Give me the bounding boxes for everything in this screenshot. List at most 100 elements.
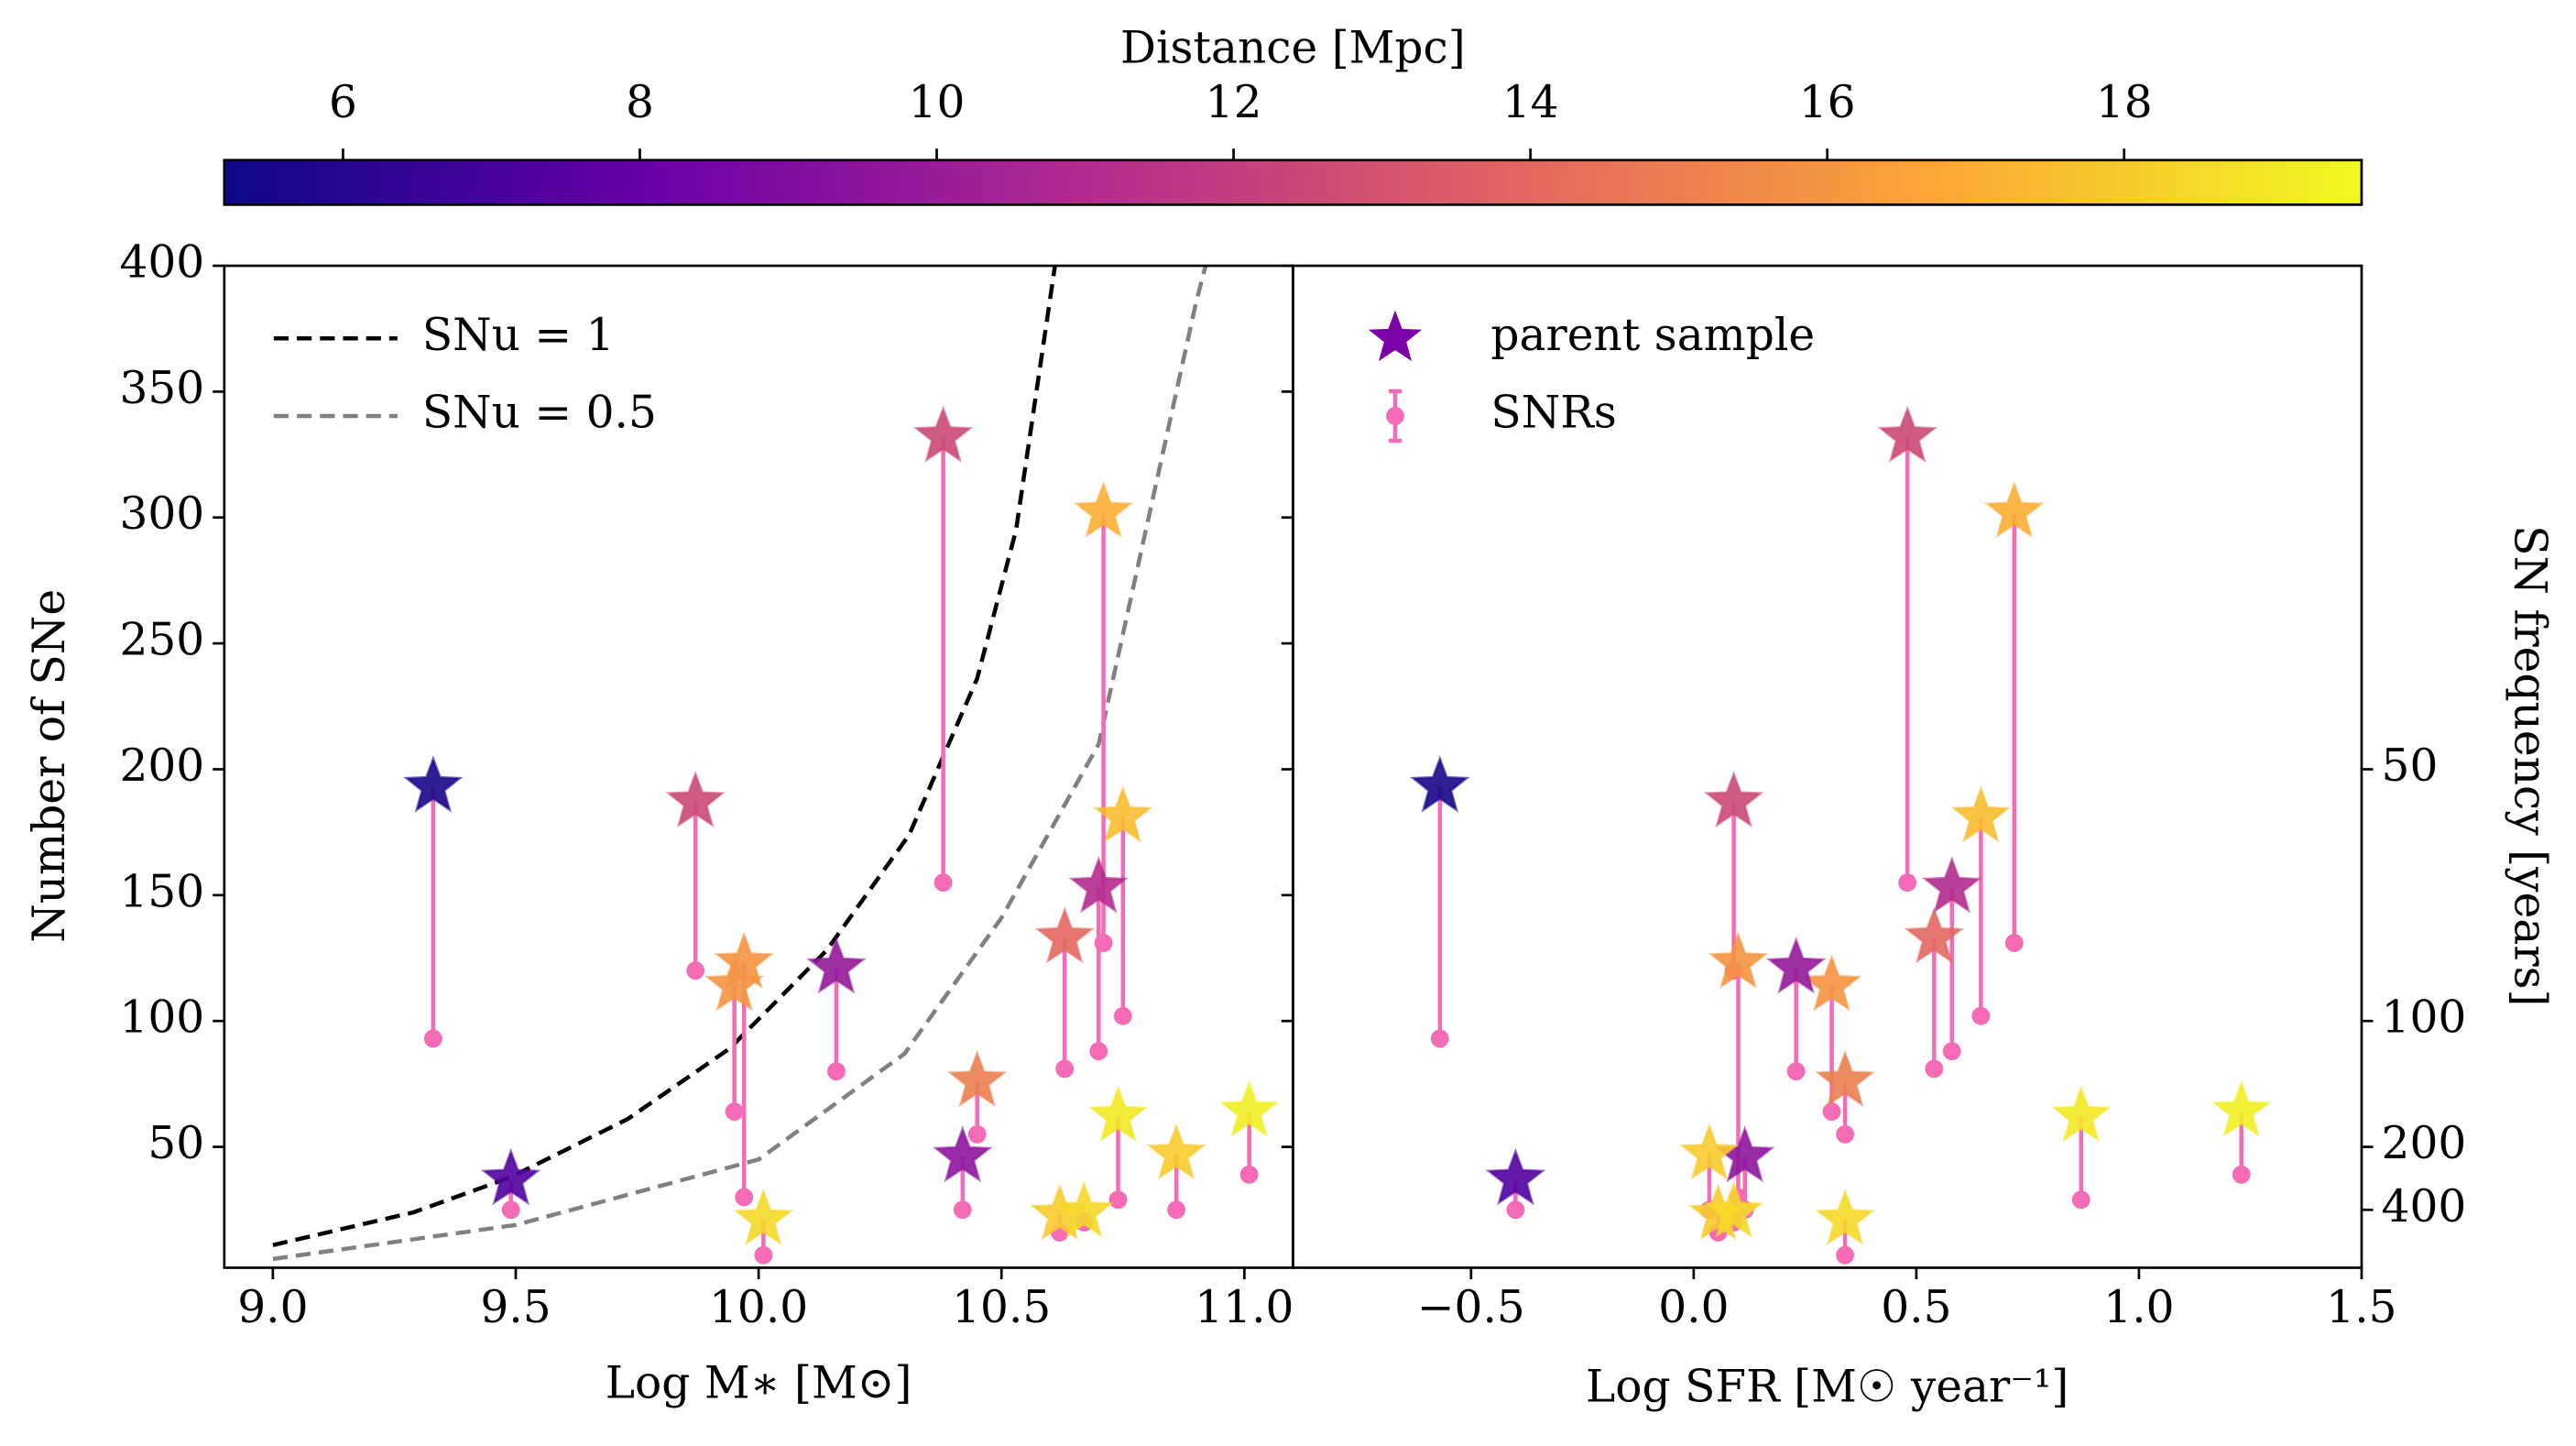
y2-tick-label: 100 [2382, 992, 2467, 1044]
x-axis-label: Log SFR [M☉ year⁻¹] [1586, 1361, 2068, 1412]
snr-point [827, 1062, 846, 1081]
snr-point [1822, 1102, 1841, 1122]
galaxy-star [1904, 906, 1965, 964]
legend-swatch [1386, 407, 1404, 425]
model-line [272, 266, 1057, 1247]
snr-point [1108, 1190, 1128, 1210]
colorbar [223, 159, 2363, 206]
snr-point [2071, 1190, 2090, 1210]
galaxy-star [665, 770, 726, 828]
galaxy-star [1984, 480, 2045, 539]
snr-point [1971, 1006, 1991, 1025]
galaxy-star [1092, 785, 1153, 843]
galaxy-star [932, 1125, 993, 1183]
snr-point [754, 1245, 773, 1265]
x-tick-label: −0.5 [1417, 1282, 1525, 1333]
x-axis-label: Log M∗ [M⊙] [606, 1358, 912, 1409]
galaxy-star [1679, 1123, 1740, 1180]
galaxy-star [1815, 1049, 1875, 1108]
y2-tick-label: 50 [2382, 740, 2439, 792]
colorbar-label: Distance [Mpc] [1120, 22, 1466, 73]
galaxy-star [2210, 1079, 2272, 1138]
colorbar-tick-label: 18 [2096, 77, 2153, 128]
colorbar-tick-label: 14 [1502, 77, 1559, 128]
x-tick-label: 0.0 [1658, 1282, 1729, 1333]
y-tick-label: 150 [119, 866, 204, 917]
galaxy-star [1877, 405, 1938, 463]
snr-point [1506, 1200, 1525, 1220]
snr-point [967, 1124, 987, 1144]
snr-point [1898, 873, 1917, 893]
legend-label: SNu = 1 [422, 310, 615, 361]
snr-point [1430, 1029, 1449, 1048]
galaxy-star [1053, 1180, 1115, 1238]
x-tick-label: 10.0 [709, 1282, 808, 1333]
y-tick-label: 50 [147, 1118, 204, 1169]
snr-point [686, 961, 705, 980]
snr-point [2004, 934, 2024, 952]
snr-point [501, 1200, 520, 1220]
galaxy-star [1034, 906, 1095, 964]
galaxy-star [946, 1049, 1008, 1108]
legend-label: parent sample [1490, 310, 1815, 361]
y-tick-label: 300 [119, 488, 204, 540]
galaxy-star [1068, 856, 1129, 914]
galaxy-star [1409, 755, 1470, 813]
galaxy-star [1765, 937, 1827, 994]
snr-point [1786, 1062, 1806, 1081]
y-tick-label: 400 [119, 237, 204, 289]
colorbar-tick-label: 10 [909, 77, 966, 128]
galaxy-star [1703, 1180, 1764, 1238]
y2-tick-label: 400 [2382, 1181, 2467, 1232]
snr-point [1925, 1059, 1944, 1079]
y2-tick-label: 200 [2382, 1118, 2467, 1169]
colorbar-tick-label: 6 [329, 77, 357, 128]
snr-point [953, 1200, 972, 1220]
snr-point [1167, 1200, 1186, 1220]
x-tick-label: 10.5 [952, 1282, 1051, 1333]
snr-point [2232, 1165, 2251, 1184]
galaxy-star [714, 931, 774, 989]
y-tick-label: 250 [119, 615, 204, 666]
x-tick-label: 11.0 [1195, 1282, 1293, 1333]
snr-point [735, 1188, 754, 1207]
legend-label: SNu = 0.5 [422, 387, 657, 438]
galaxy-star [403, 755, 464, 813]
snr-point [1113, 1006, 1132, 1025]
galaxy-star [1073, 480, 1134, 539]
y-tick-label: 200 [119, 740, 204, 792]
galaxy-star [1218, 1079, 1280, 1138]
galaxy-star [1485, 1147, 1546, 1206]
snr-point [1055, 1059, 1075, 1079]
snr-point [1836, 1124, 1855, 1144]
galaxy-star [806, 937, 867, 994]
snr-point [1239, 1165, 1259, 1184]
y-axis-label: Number of SNe [24, 589, 75, 943]
y2-axis-label: SN frequency [years] [2504, 525, 2555, 1006]
galaxy-star [1921, 856, 1982, 914]
galaxy-star [1708, 931, 1769, 989]
colorbar-tick-label: 8 [626, 77, 654, 128]
galaxy-star [1801, 954, 1862, 1012]
colorbar-tick-label: 12 [1206, 77, 1262, 128]
galaxy-star [733, 1188, 794, 1246]
colorbar-tick-label: 16 [1799, 77, 1856, 128]
galaxy-star [480, 1147, 541, 1206]
snr-point [1836, 1245, 1855, 1265]
galaxy-star [1815, 1188, 1875, 1246]
galaxy-star [1087, 1085, 1149, 1143]
x-tick-label: 9.0 [237, 1282, 308, 1333]
model-line [272, 266, 1208, 1262]
galaxy-star [1950, 785, 2012, 843]
x-tick-label: 1.0 [2103, 1282, 2174, 1333]
galaxy-star [1146, 1123, 1206, 1180]
snr-point [423, 1029, 442, 1048]
snr-point [1094, 934, 1113, 952]
galaxy-star [912, 405, 974, 463]
galaxy-star [2050, 1085, 2112, 1143]
legend-label: SNRs [1490, 387, 1616, 438]
plot-area [1409, 405, 2272, 1265]
axes-frame [1292, 264, 2363, 1269]
